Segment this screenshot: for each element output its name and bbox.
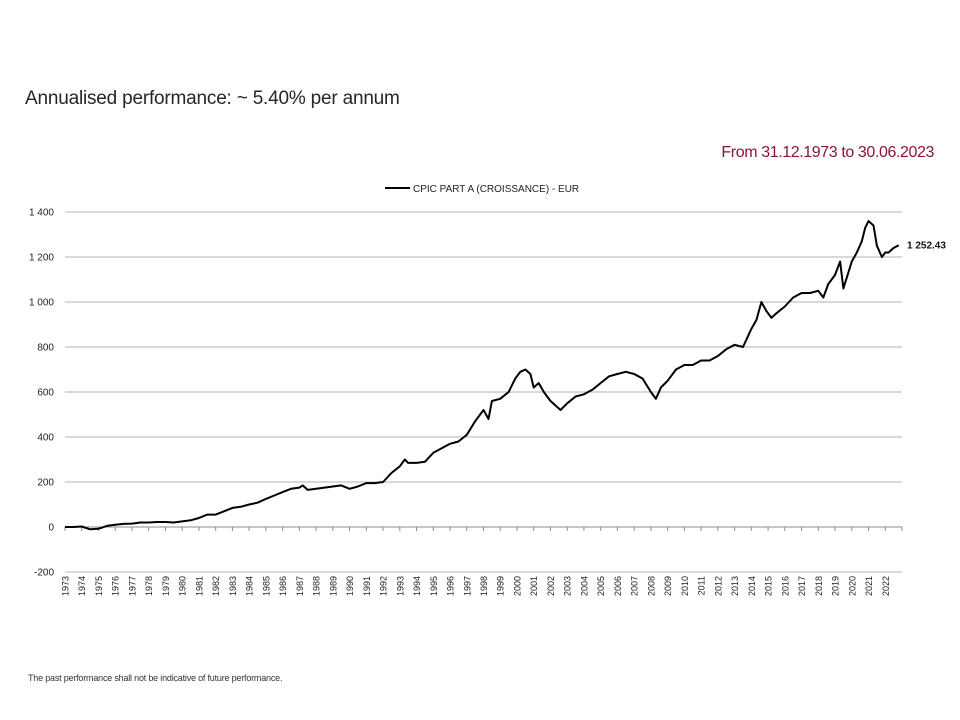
x-tick-label: 2007 [630, 576, 640, 596]
x-tick-label: 2014 [747, 576, 757, 596]
x-tick-label: 1988 [312, 576, 322, 596]
x-tick-label: 2004 [579, 576, 589, 596]
x-tick-label: 2017 [797, 576, 807, 596]
y-tick-label: 800 [37, 343, 54, 354]
x-tick-label: 1983 [228, 576, 238, 596]
disclaimer: The past performance shall not be indica… [28, 673, 283, 683]
x-tick-label: 1981 [194, 576, 204, 596]
x-tick-label: 1986 [278, 576, 288, 596]
x-tick-label: 2016 [780, 576, 790, 596]
x-tick-label: 1989 [328, 576, 338, 596]
y-tick-label: 0 [48, 523, 54, 534]
y-tick-label: 1 200 [29, 253, 54, 264]
x-tick-label: 1975 [94, 576, 104, 596]
x-tick-label: 2001 [529, 576, 539, 596]
x-tick-label: 1980 [178, 576, 188, 596]
x-tick-label: 2022 [881, 576, 891, 596]
x-tick-label: 2015 [764, 576, 774, 596]
x-tick-label: 1976 [111, 576, 121, 596]
date-range-label: From 31.12.1973 to 30.06.2023 [721, 144, 934, 161]
y-axis-tick-labels: -200 0 200 400 600 800 1 000 1 200 1 400 [29, 208, 54, 579]
y-tick-label: -200 [34, 568, 54, 579]
x-tick-label: 2005 [596, 576, 606, 596]
y-tick-label: 600 [37, 388, 54, 399]
x-tick-label: 1985 [261, 576, 271, 596]
x-tick-label: 1973 [61, 576, 71, 596]
x-tick-label: 1977 [127, 576, 137, 596]
x-tick-label: 1992 [379, 576, 389, 596]
x-tick-label: 1984 [245, 576, 255, 596]
series-line-0 [65, 220, 900, 531]
x-tick-label: 2008 [646, 576, 656, 596]
x-tick-label: 2012 [713, 576, 723, 596]
legend-label: CPIC PART A (CROISSANCE) - EUR [413, 184, 579, 195]
x-tick-label: 2006 [613, 576, 623, 596]
x-tick-label: 1974 [77, 576, 87, 596]
legend: CPIC PART A (CROISSANCE) - EUR [385, 184, 579, 195]
x-axis: 1973 1974 1975 1976 1977 1978 1979 1980 1981 1982… [61, 526, 903, 596]
x-tick-label: 2021 [864, 576, 874, 596]
x-tick-label: 1994 [412, 576, 422, 596]
x-tick-label: 2009 [663, 576, 673, 596]
x-tick-label: 2010 [680, 576, 690, 596]
x-tick-label: 1991 [362, 576, 372, 596]
x-tick-label: 1978 [144, 576, 154, 596]
x-tick-label: 2002 [546, 576, 556, 596]
x-tick-label: 2003 [563, 576, 573, 596]
x-tick-label: 2013 [730, 576, 740, 596]
x-tick-label: 2000 [512, 576, 522, 596]
x-tick-label: 2019 [831, 576, 841, 596]
x-tick-label: 1995 [429, 576, 439, 596]
y-tick-label: 200 [37, 478, 54, 489]
x-tick-label: 1993 [395, 576, 405, 596]
page-title: Annualised performance: ~ 5.40% per annu… [25, 88, 400, 109]
y-tick-label: 400 [37, 433, 54, 444]
y-tick-label: 1 000 [29, 298, 54, 309]
x-tick-label: 1987 [295, 576, 305, 596]
x-tick-label: 1990 [345, 576, 355, 596]
x-tick-label: 1998 [479, 576, 489, 596]
x-tick-label: 1979 [161, 576, 171, 596]
end-value-label: 1 252.43 [907, 241, 946, 252]
x-tick-label: 2020 [847, 576, 857, 596]
x-tick-label: 1997 [462, 576, 472, 596]
gridlines [65, 211, 902, 573]
x-tick-label: 2011 [697, 576, 707, 595]
x-tick-label: 1982 [211, 576, 221, 596]
x-tick-label: 1996 [446, 576, 456, 596]
y-tick-label: 1 400 [29, 208, 54, 219]
x-tick-label: 1999 [496, 576, 506, 596]
x-tick-label: 2018 [814, 576, 824, 596]
series-group [65, 220, 900, 531]
